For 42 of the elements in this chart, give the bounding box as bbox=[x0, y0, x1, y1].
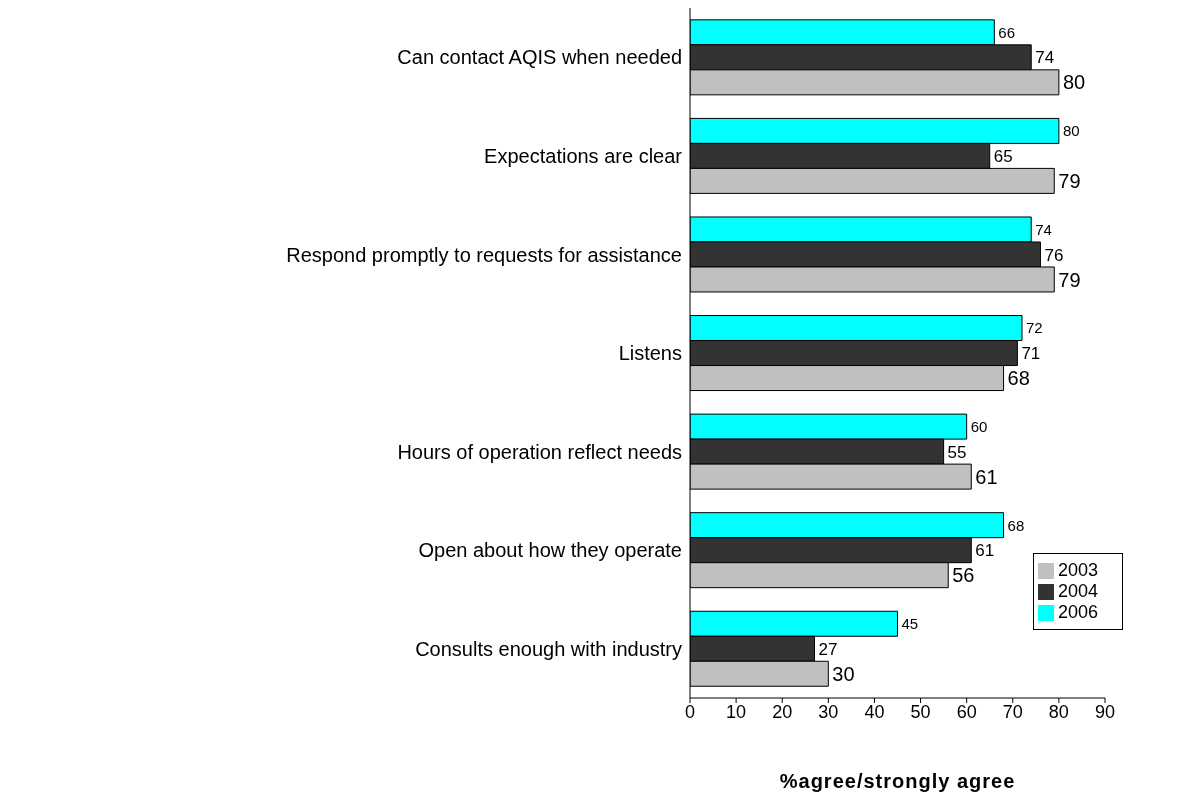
data-label: 71 bbox=[1021, 344, 1041, 364]
legend-label: 2006 bbox=[1058, 602, 1099, 622]
y-tick-label: Listens bbox=[618, 342, 682, 365]
data-label: 68 bbox=[1007, 367, 1030, 390]
data-label: 79 bbox=[1058, 170, 1081, 192]
data-label: 80 bbox=[1062, 71, 1086, 94]
data-label: 65 bbox=[993, 146, 1013, 166]
legend-label: 2003 bbox=[1058, 560, 1099, 580]
y-tick-label: Consults enough with industry bbox=[415, 637, 682, 660]
data-label: 74 bbox=[1035, 48, 1055, 68]
data-label: 68 bbox=[1007, 516, 1025, 534]
data-label: 79 bbox=[1058, 268, 1081, 291]
data-label: 27 bbox=[818, 639, 838, 659]
y-tick-label: Expectations are clear bbox=[484, 144, 683, 167]
x-axis-title: %agree/strongly agree bbox=[779, 770, 1016, 792]
x-tick-label: 10 bbox=[726, 701, 747, 722]
data-label: 55 bbox=[947, 442, 967, 462]
x-tick-label: 30 bbox=[818, 701, 839, 722]
data-label: 60 bbox=[970, 417, 988, 435]
x-tick-label: 60 bbox=[956, 701, 977, 722]
data-label: 66 bbox=[998, 23, 1016, 41]
x-tick-label: 40 bbox=[864, 701, 885, 722]
data-label: 80 bbox=[1062, 122, 1080, 140]
data-label: 30 bbox=[832, 662, 855, 685]
x-tick-label: 70 bbox=[1002, 701, 1023, 722]
data-label: 72 bbox=[1026, 319, 1043, 337]
data-label: 61 bbox=[975, 465, 998, 488]
data-label: 74 bbox=[1035, 220, 1052, 238]
data-label: 61 bbox=[975, 541, 995, 561]
y-tick-label: Can contact AQIS when needed bbox=[397, 46, 682, 69]
data-label: 56 bbox=[952, 564, 975, 587]
x-tick-label: 90 bbox=[1094, 701, 1116, 722]
x-tick-label: 20 bbox=[772, 701, 793, 722]
y-tick-label: Respond promptly to requests for assistance bbox=[286, 243, 682, 266]
legend-label: 2004 bbox=[1058, 581, 1099, 601]
data-label: 45 bbox=[901, 615, 919, 633]
x-tick-label: 80 bbox=[1048, 701, 1069, 722]
x-tick-label: 50 bbox=[910, 701, 931, 722]
data-label: 76 bbox=[1044, 245, 1064, 265]
x-tick-label: 0 bbox=[684, 701, 696, 722]
y-tick-label: Open about how they operate bbox=[418, 539, 682, 562]
y-tick-label: Hours of operation reflect needs bbox=[397, 440, 682, 463]
